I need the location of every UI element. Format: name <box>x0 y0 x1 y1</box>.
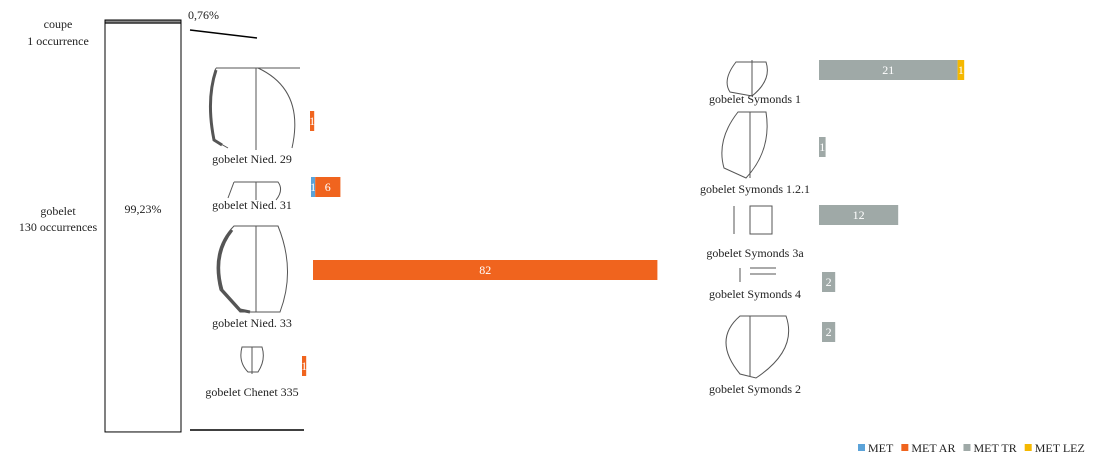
category-label: gobelet Symonds 4 <box>709 287 801 301</box>
group-label: 1 occurrence <box>27 34 89 48</box>
category-label: gobelet Nied. 33 <box>212 316 292 330</box>
vessel-drawing <box>721 111 768 179</box>
vessel-drawing <box>733 205 773 235</box>
bar <box>819 60 958 80</box>
vessel-drawing <box>216 225 288 313</box>
legend-swatch <box>1024 444 1032 451</box>
vessel-drawing <box>209 67 300 150</box>
share-label: 0,76% <box>188 8 219 22</box>
category-label: gobelet Symonds 3a <box>706 246 804 260</box>
vessel-drawing <box>726 60 768 97</box>
bar <box>819 205 899 225</box>
bar <box>311 177 316 197</box>
value-label: 2 <box>826 325 832 339</box>
vessel-drawings <box>189 29 790 431</box>
bar <box>822 272 836 292</box>
legend-swatch <box>901 444 909 451</box>
group-name: coupe <box>44 17 73 31</box>
value-label: 2 <box>826 275 832 289</box>
bar <box>302 356 307 376</box>
category-label: gobelet Symonds 2 <box>709 382 801 396</box>
vessel-section <box>208 69 223 147</box>
connector-line <box>189 29 258 39</box>
value-label: 1 <box>310 180 316 194</box>
bar <box>310 111 315 131</box>
legend-swatch <box>858 444 865 451</box>
vessel-section <box>217 229 251 314</box>
legend-label: MET <box>868 441 894 455</box>
value-label: 1 <box>301 359 307 373</box>
value-label: 1 <box>958 63 964 77</box>
vessel-drawing <box>739 267 776 282</box>
bar <box>819 137 826 157</box>
value-label: 12 <box>853 208 865 222</box>
vessel-drawing <box>725 315 790 379</box>
bar <box>957 60 965 80</box>
value-label: 82 <box>479 263 491 277</box>
share-label: 99,23% <box>125 202 162 216</box>
category-label: gobelet Symonds 1.2.1 <box>700 182 810 196</box>
bar <box>822 322 836 342</box>
group-name: gobelet <box>40 204 76 218</box>
value-label: 1 <box>819 140 825 154</box>
bar <box>315 177 341 197</box>
legend-label: MET TR <box>973 441 1016 455</box>
value-label: 21 <box>882 63 894 77</box>
bar <box>313 260 658 280</box>
share-bar <box>104 22 182 433</box>
category-label: gobelet Chenet 335 <box>205 385 298 399</box>
category-label: gobelet Nied. 31 <box>212 198 292 212</box>
vessel-drawing <box>240 346 264 374</box>
group-label: 130 occurrences <box>19 220 98 234</box>
legend-label: MET LEZ <box>1035 441 1085 455</box>
legend-swatch <box>963 444 971 451</box>
vessel-drawing <box>227 181 282 201</box>
category-label: gobelet Symonds 1 <box>709 92 801 106</box>
value-label: 6 <box>325 180 331 194</box>
category-label: gobelet Nied. 29 <box>212 152 292 166</box>
legend-label: MET AR <box>911 441 955 455</box>
value-label: 1 <box>309 114 315 128</box>
